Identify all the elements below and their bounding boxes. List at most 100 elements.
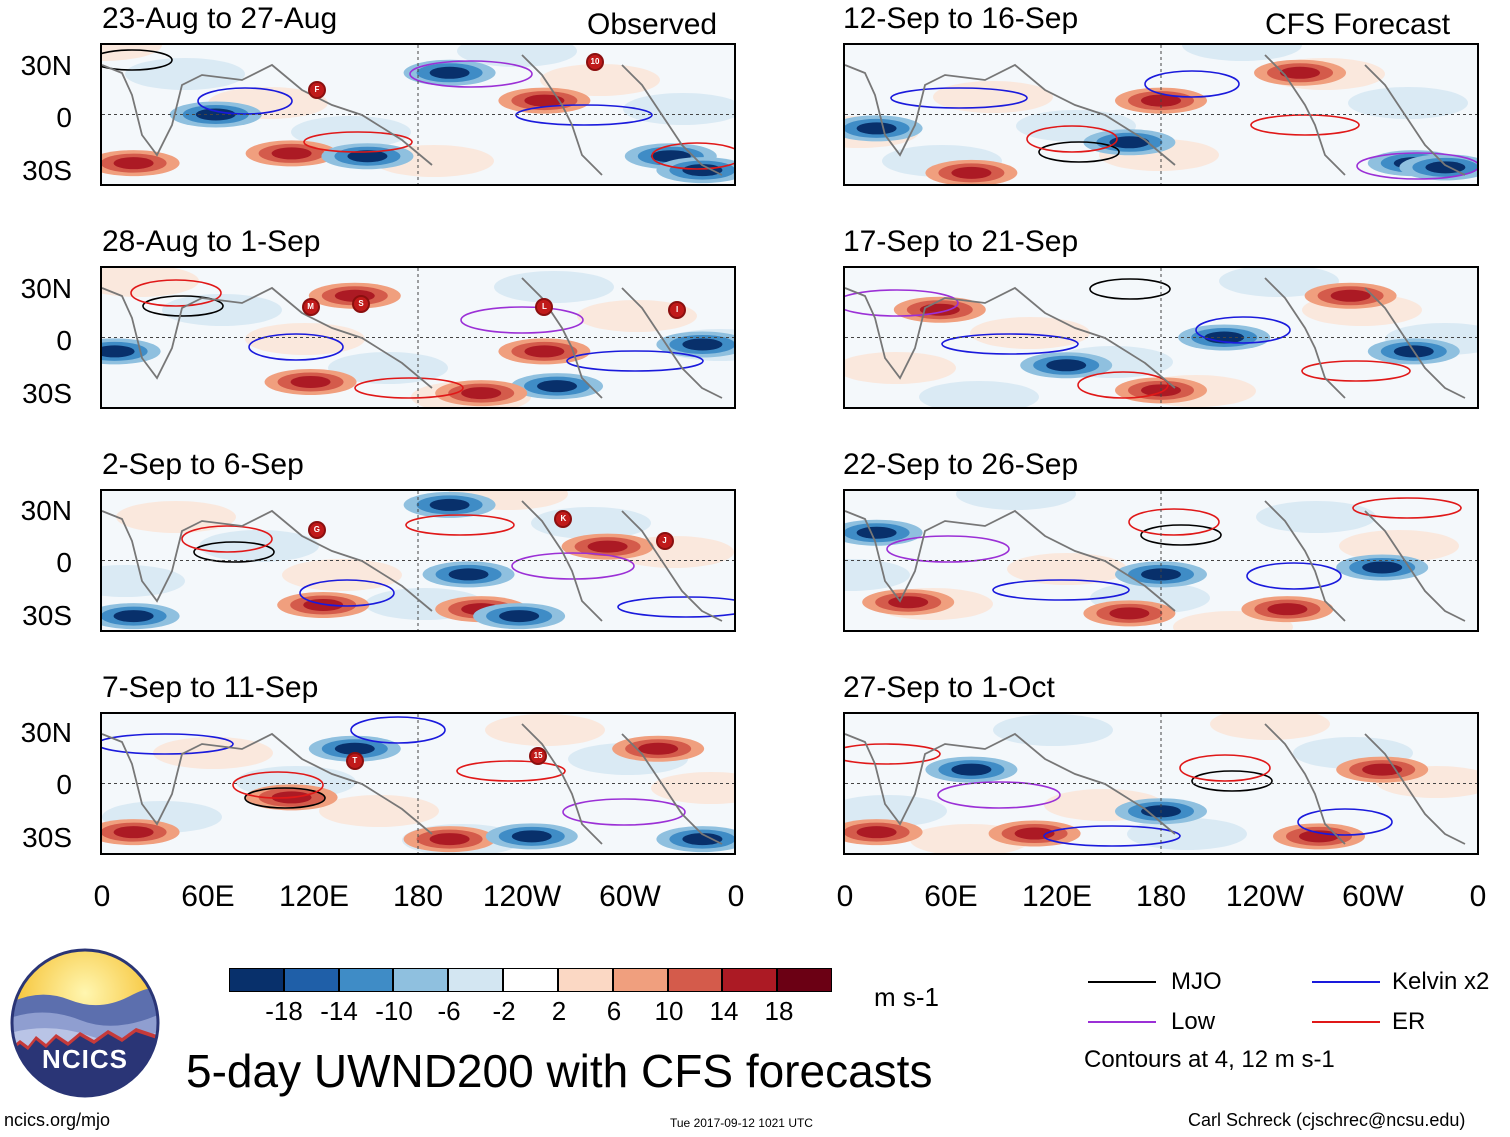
storm-marker: T xyxy=(347,754,362,769)
ncics-logo: NCICS xyxy=(10,948,160,1098)
colorbar-tick: -10 xyxy=(375,996,413,1026)
colorbar-tick: -6 xyxy=(437,996,461,1026)
lon-label: 60W xyxy=(599,880,661,913)
map-panel-fcst-3 xyxy=(843,489,1479,632)
colorbar-segment xyxy=(393,968,449,992)
lon-label: 120W xyxy=(482,880,562,913)
storm-marker: I xyxy=(670,302,685,317)
panel-title-fcst-4: 27-Sep to 1-Oct xyxy=(843,671,1055,704)
legend-label-low: Low xyxy=(1171,1008,1216,1035)
colorbar xyxy=(229,968,832,992)
map-panel-obs-4: T 15 xyxy=(100,712,736,855)
lat-label-0: 0 xyxy=(56,325,72,356)
ncics-logo-graphic xyxy=(10,948,160,1098)
colorbar-tick: 6 xyxy=(606,996,622,1026)
storm-marker: F xyxy=(309,82,324,97)
lon-label: 0 xyxy=(93,880,111,913)
anomaly-field xyxy=(845,714,1477,853)
storm-marker: K xyxy=(556,511,571,526)
lon-label: 180 xyxy=(1135,880,1187,913)
panel-title-obs-2: 28-Aug to 1-Sep xyxy=(102,225,321,258)
colorbar-tick: -2 xyxy=(492,996,516,1026)
colorbar-segment xyxy=(448,968,504,992)
storm-marker: M xyxy=(303,299,318,314)
footer-timestamp: Tue 2017-09-12 1021 UTC xyxy=(670,1116,813,1130)
legend-label-kelvin: Kelvin x2 xyxy=(1392,968,1490,995)
lat-label-30s: 30S xyxy=(22,155,72,186)
legend-swatch-kelvin xyxy=(1312,981,1380,983)
storm-marker: 15 xyxy=(531,748,546,763)
panel-title-obs-3: 2-Sep to 6-Sep xyxy=(102,448,304,481)
lat-label-30s: 30S xyxy=(22,378,72,409)
panel-title-fcst-2: 17-Sep to 21-Sep xyxy=(843,225,1079,258)
map-panel-fcst-2 xyxy=(843,266,1479,409)
observed-label: Observed xyxy=(587,8,718,41)
map-panel-obs-3: G K J xyxy=(100,489,736,632)
legend-swatch-mjo xyxy=(1088,981,1156,983)
lon-label: 60E xyxy=(924,880,978,913)
lat-label-30s: 30S xyxy=(22,822,72,853)
anomaly-field xyxy=(845,45,1477,184)
colorbar-tick: 18 xyxy=(764,996,794,1026)
panel-title-obs-4: 7-Sep to 11-Sep xyxy=(102,671,319,704)
main-title: 5-day UWND200 with CFS forecasts xyxy=(186,1045,933,1097)
colorbar-segment xyxy=(612,968,668,992)
lon-label: 120E xyxy=(1021,880,1093,913)
colorbar-segment xyxy=(777,968,832,992)
panel-title-fcst-1: 12-Sep to 16-Sep xyxy=(843,2,1079,35)
storm-marker: L xyxy=(537,299,552,314)
colorbar-tick: 10 xyxy=(654,996,684,1026)
colorbar-units: m s-1 xyxy=(874,982,939,1012)
footer-author: Carl Schreck (cjschrec@ncsu.edu) xyxy=(1188,1110,1466,1130)
map-panel-fcst-4 xyxy=(843,712,1479,855)
legend-note: Contours at 4, 12 m s-1 xyxy=(1084,1046,1335,1073)
storm-marker: 10 xyxy=(588,54,602,69)
map-panel-fcst-1 xyxy=(843,43,1479,186)
storm-marker: G xyxy=(309,522,324,537)
colorbar-segment xyxy=(283,968,339,992)
map-panel-obs-1: F 10 xyxy=(100,43,736,186)
lat-label-0: 0 xyxy=(56,769,72,800)
panel-title-obs-1: 23-Aug to 27-Aug xyxy=(102,2,338,35)
lon-label: 120E xyxy=(278,880,350,913)
lon-label: 0 xyxy=(1469,880,1487,913)
lat-label-0: 0 xyxy=(56,547,72,578)
lat-label-30n: 30N xyxy=(20,717,72,748)
colorbar-segment xyxy=(503,968,558,992)
logo-text: NCICS xyxy=(42,1044,128,1074)
lon-label: 60E xyxy=(181,880,235,913)
colorbar-tick: 14 xyxy=(709,996,739,1026)
storm-marker: S xyxy=(354,297,369,312)
lon-label: 180 xyxy=(392,880,444,913)
colorbar-tick: -18 xyxy=(265,996,303,1026)
anomaly-field xyxy=(845,491,1477,630)
anomaly-field xyxy=(102,491,734,630)
legend-swatch-low xyxy=(1088,1021,1156,1023)
lon-label: 0 xyxy=(836,880,854,913)
colorbar-segment xyxy=(722,968,778,992)
colorbar-segment xyxy=(338,968,394,992)
lat-label-30n: 30N xyxy=(20,50,72,81)
anomaly-field xyxy=(102,45,734,184)
lat-label-30n: 30N xyxy=(20,273,72,304)
colorbar-segment xyxy=(229,968,284,992)
lat-label-30n: 30N xyxy=(20,495,72,526)
storm-marker: J xyxy=(657,534,672,548)
anomaly-field xyxy=(845,268,1477,407)
colorbar-segment xyxy=(667,968,723,992)
lon-label: 60W xyxy=(1342,880,1404,913)
lat-label-0: 0 xyxy=(56,102,72,133)
panel-title-fcst-3: 22-Sep to 26-Sep xyxy=(843,448,1079,481)
colorbar-tick: 2 xyxy=(551,996,567,1026)
lat-label-30s: 30S xyxy=(22,600,72,631)
forecast-label: CFS Forecast xyxy=(1265,8,1451,41)
lon-label: 120W xyxy=(1225,880,1305,913)
colorbar-segment xyxy=(557,968,613,992)
legend-label-er: ER xyxy=(1392,1008,1426,1035)
footer-link[interactable]: ncics.org/mjo xyxy=(4,1110,111,1130)
anomaly-field xyxy=(102,714,734,853)
lon-label: 0 xyxy=(727,880,745,913)
anomaly-field xyxy=(102,268,734,407)
legend-label-mjo: MJO xyxy=(1171,968,1222,995)
